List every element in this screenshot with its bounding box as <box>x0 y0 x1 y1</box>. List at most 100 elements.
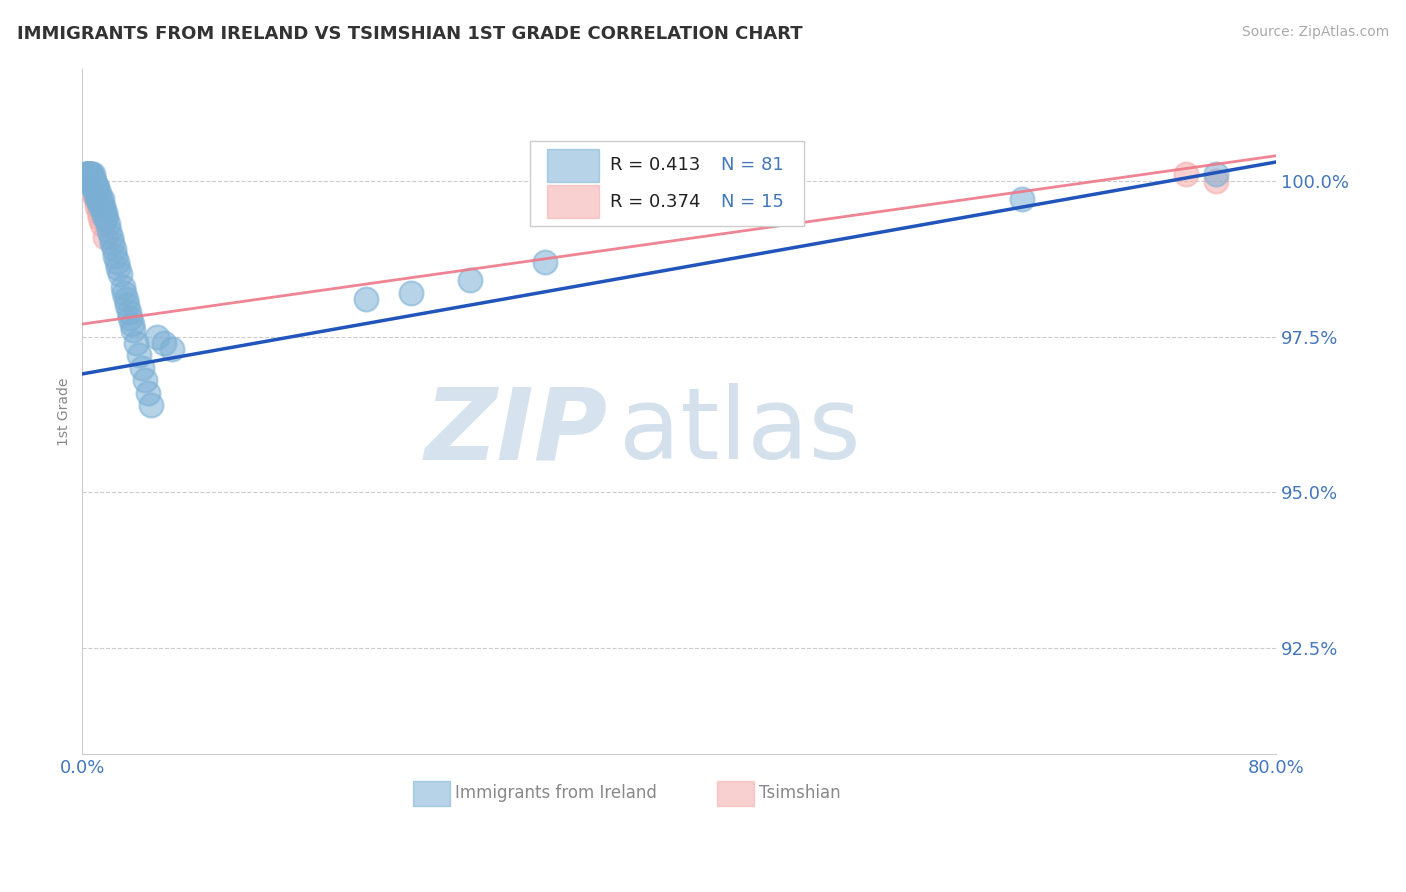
Point <box>86 193 108 207</box>
Point <box>101 235 124 250</box>
Point <box>118 310 141 325</box>
Point <box>136 385 159 400</box>
Point <box>96 211 118 226</box>
Point <box>93 211 115 226</box>
Point <box>83 180 105 194</box>
Point <box>75 168 97 182</box>
Point <box>1205 168 1227 182</box>
Point <box>79 180 101 194</box>
Point <box>80 174 103 188</box>
Point <box>90 193 112 207</box>
Point <box>77 168 100 182</box>
Point <box>458 273 481 287</box>
Point <box>87 193 110 207</box>
Text: N = 15: N = 15 <box>721 193 783 211</box>
Point <box>77 174 100 188</box>
Point <box>86 199 108 213</box>
Point <box>82 180 104 194</box>
Point <box>86 180 108 194</box>
Point <box>115 298 138 312</box>
Point <box>77 168 100 182</box>
Point <box>139 398 162 412</box>
Point <box>117 304 139 318</box>
Point <box>80 180 103 194</box>
Point <box>125 335 148 350</box>
Point <box>97 218 120 232</box>
Point <box>87 205 110 219</box>
Point <box>108 267 131 281</box>
Y-axis label: 1st Grade: 1st Grade <box>58 377 72 445</box>
FancyBboxPatch shape <box>413 780 450 805</box>
Point <box>1205 174 1227 188</box>
Point <box>89 211 111 226</box>
Point <box>534 254 557 268</box>
Text: ZIP: ZIP <box>425 384 607 481</box>
Point <box>77 168 100 182</box>
Point <box>84 193 107 207</box>
Point <box>83 174 105 188</box>
Point <box>107 260 129 275</box>
Text: R = 0.413: R = 0.413 <box>610 156 700 174</box>
Text: R = 0.374: R = 0.374 <box>610 193 700 211</box>
Point <box>79 168 101 182</box>
Point <box>79 168 101 182</box>
Point <box>91 205 114 219</box>
Point <box>80 174 103 188</box>
Point <box>134 373 156 387</box>
Point <box>128 348 150 362</box>
Point <box>84 180 107 194</box>
Text: N = 81: N = 81 <box>721 156 783 174</box>
Point <box>89 193 111 207</box>
Text: Source: ZipAtlas.com: Source: ZipAtlas.com <box>1241 25 1389 39</box>
Point <box>83 180 105 194</box>
Point <box>76 168 98 182</box>
Text: Tsimshian: Tsimshian <box>759 784 841 802</box>
Point <box>80 168 103 182</box>
FancyBboxPatch shape <box>717 780 755 805</box>
Point <box>83 186 105 201</box>
FancyBboxPatch shape <box>547 185 599 218</box>
Point <box>1011 193 1033 207</box>
Point <box>86 186 108 201</box>
Text: atlas: atlas <box>620 384 860 481</box>
Point <box>87 186 110 201</box>
Point <box>84 186 107 201</box>
Point <box>122 323 145 337</box>
Point <box>121 317 143 331</box>
Point <box>76 168 98 182</box>
Point <box>111 279 134 293</box>
Point <box>84 180 107 194</box>
Point <box>98 223 121 237</box>
Point <box>103 242 125 256</box>
Point <box>89 199 111 213</box>
Point <box>79 168 101 182</box>
Point <box>77 168 100 182</box>
Point <box>76 168 98 182</box>
Point <box>105 254 128 268</box>
Point <box>1175 168 1198 182</box>
Point <box>100 229 122 244</box>
Point <box>131 360 153 375</box>
Point <box>79 174 101 188</box>
Point <box>87 193 110 207</box>
Point <box>80 174 103 188</box>
Point <box>104 248 127 262</box>
Point <box>79 174 101 188</box>
Point <box>84 180 107 194</box>
Text: IMMIGRANTS FROM IRELAND VS TSIMSHIAN 1ST GRADE CORRELATION CHART: IMMIGRANTS FROM IRELAND VS TSIMSHIAN 1ST… <box>17 25 803 43</box>
Point <box>399 285 422 300</box>
Point <box>354 292 377 306</box>
Point <box>93 205 115 219</box>
Point <box>76 168 98 182</box>
Point <box>91 199 114 213</box>
Point <box>146 329 169 343</box>
FancyBboxPatch shape <box>547 149 599 182</box>
Point <box>90 199 112 213</box>
Point <box>82 174 104 188</box>
Point <box>93 229 115 244</box>
Point <box>153 335 176 350</box>
Point <box>86 186 108 201</box>
Point <box>83 174 105 188</box>
Point <box>77 168 100 182</box>
Point <box>114 292 136 306</box>
